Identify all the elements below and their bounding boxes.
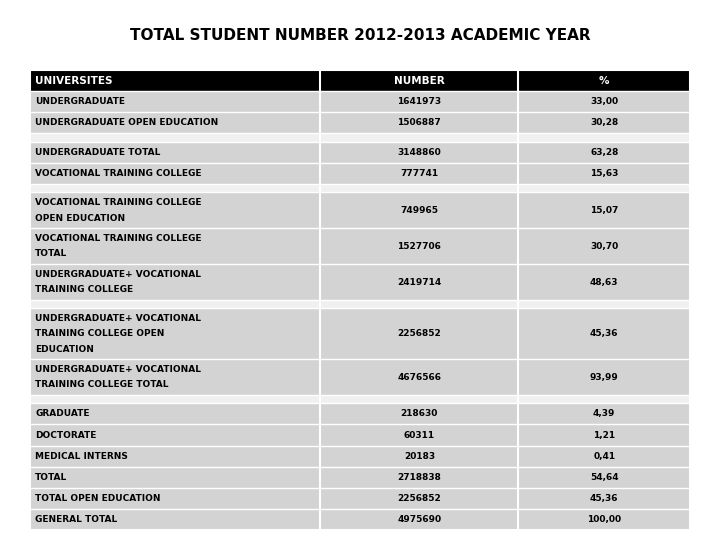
Bar [30, 192, 690, 228]
Text: UNDERGRADUATE: UNDERGRADUATE [35, 97, 125, 106]
Text: 33,00: 33,00 [590, 97, 618, 106]
Text: TRAINING COLLEGE: TRAINING COLLEGE [35, 285, 133, 294]
Bar [30, 228, 690, 264]
Text: UNDERGRADUATE OPEN EDUCATION: UNDERGRADUATE OPEN EDUCATION [35, 118, 218, 127]
Text: 2419714: 2419714 [397, 278, 441, 287]
Text: UNDERGRADUATE+ VOCATIONAL: UNDERGRADUATE+ VOCATIONAL [35, 314, 201, 323]
Bar [30, 91, 690, 112]
Text: UNDERGRADUATE TOTAL: UNDERGRADUATE TOTAL [35, 148, 161, 157]
Text: 45,36: 45,36 [590, 329, 618, 338]
Text: UNDERGRADUATE+ VOCATIONAL: UNDERGRADUATE+ VOCATIONAL [35, 270, 201, 279]
Text: UNDERGRADUATE+ VOCATIONAL: UNDERGRADUATE+ VOCATIONAL [35, 364, 201, 374]
Bar [30, 467, 690, 488]
Text: VOCATIONAL TRAINING COLLEGE: VOCATIONAL TRAINING COLLEGE [35, 198, 202, 207]
Bar [30, 308, 690, 359]
Text: 63,28: 63,28 [590, 148, 618, 157]
Text: TRAINING COLLEGE OPEN: TRAINING COLLEGE OPEN [35, 329, 164, 338]
Bar [30, 403, 690, 424]
Text: 1641973: 1641973 [397, 97, 441, 106]
Bar [30, 424, 690, 445]
Text: GENERAL TOTAL: GENERAL TOTAL [35, 515, 117, 524]
Text: VOCATIONAL TRAINING COLLEGE: VOCATIONAL TRAINING COLLEGE [35, 234, 202, 243]
Text: UNIVERSITES: UNIVERSITES [35, 76, 112, 85]
Text: NUMBER: NUMBER [394, 76, 445, 85]
Text: 15,07: 15,07 [590, 206, 618, 215]
Text: 1527706: 1527706 [397, 242, 441, 251]
Text: GRADUATE: GRADUATE [35, 409, 89, 418]
Text: 2256852: 2256852 [397, 329, 441, 338]
Bar [30, 133, 690, 141]
Text: 2256852: 2256852 [397, 494, 441, 503]
Bar [30, 70, 690, 91]
Text: 20183: 20183 [404, 451, 435, 461]
Text: 777741: 777741 [400, 169, 438, 178]
Bar [30, 163, 690, 184]
Text: EDUCATION: EDUCATION [35, 345, 94, 354]
Text: 4975690: 4975690 [397, 515, 441, 524]
Bar [30, 112, 690, 133]
Bar [30, 184, 690, 192]
Text: OPEN EDUCATION: OPEN EDUCATION [35, 214, 125, 222]
Text: 100,00: 100,00 [587, 515, 621, 524]
Text: 48,63: 48,63 [590, 278, 618, 287]
Text: 4676566: 4676566 [397, 373, 441, 382]
Text: DOCTORATE: DOCTORATE [35, 430, 96, 440]
Text: TOTAL OPEN EDUCATION: TOTAL OPEN EDUCATION [35, 494, 161, 503]
Bar [30, 395, 690, 403]
Text: 3148860: 3148860 [397, 148, 441, 157]
Text: TOTAL: TOTAL [35, 472, 67, 482]
Text: VOCATIONAL TRAINING COLLEGE: VOCATIONAL TRAINING COLLEGE [35, 169, 202, 178]
Text: 749965: 749965 [400, 206, 438, 215]
Text: 60311: 60311 [404, 430, 435, 440]
Text: MEDICAL INTERNS: MEDICAL INTERNS [35, 451, 128, 461]
Text: 45,36: 45,36 [590, 494, 618, 503]
Bar [30, 300, 690, 308]
Bar [30, 488, 690, 509]
Text: 1,21: 1,21 [593, 430, 616, 440]
Bar [30, 359, 690, 395]
Text: 30,28: 30,28 [590, 118, 618, 127]
Bar [30, 509, 690, 530]
Text: TOTAL STUDENT NUMBER 2012-2013 ACADEMIC YEAR: TOTAL STUDENT NUMBER 2012-2013 ACADEMIC … [130, 28, 590, 43]
Text: 2718838: 2718838 [397, 472, 441, 482]
Text: 30,70: 30,70 [590, 242, 618, 251]
Bar [30, 264, 690, 300]
Bar [30, 141, 690, 163]
Text: %: % [599, 76, 609, 85]
Text: TRAINING COLLEGE TOTAL: TRAINING COLLEGE TOTAL [35, 380, 168, 389]
Bar [30, 446, 690, 467]
Text: 15,63: 15,63 [590, 169, 618, 178]
Text: 54,64: 54,64 [590, 472, 618, 482]
Text: TOTAL: TOTAL [35, 249, 67, 259]
Text: 218630: 218630 [401, 409, 438, 418]
Text: 93,99: 93,99 [590, 373, 618, 382]
Text: 0,41: 0,41 [593, 451, 616, 461]
Text: 4,39: 4,39 [593, 409, 616, 418]
Text: 1506887: 1506887 [397, 118, 441, 127]
